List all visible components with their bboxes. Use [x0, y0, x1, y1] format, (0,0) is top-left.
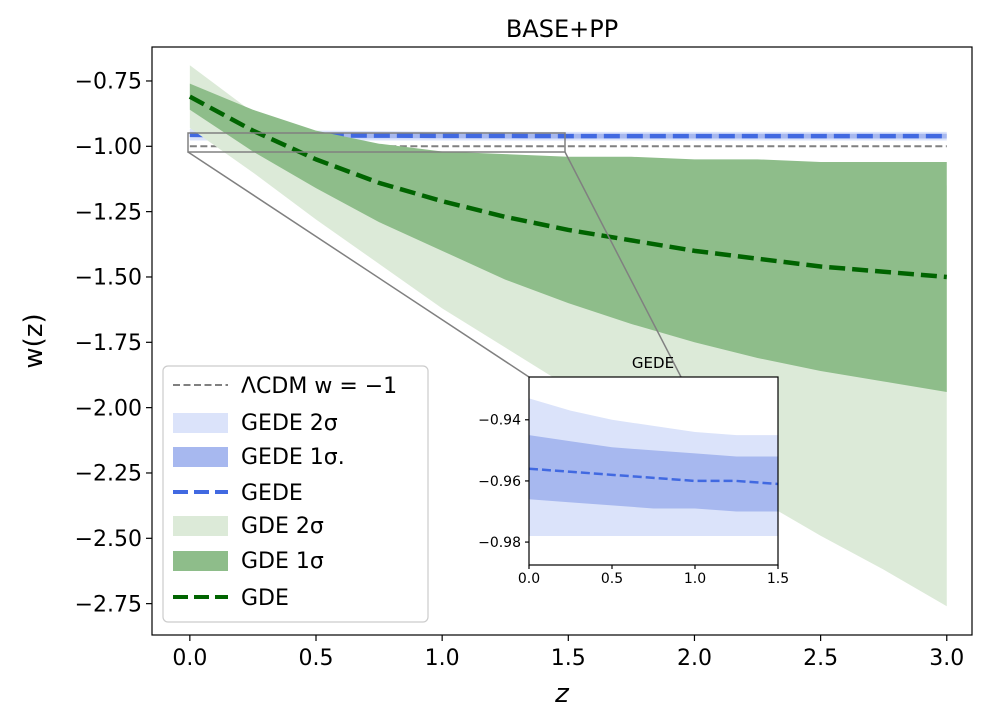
y-tick-label: −2.75: [75, 592, 142, 617]
y-tick-label: −2.00: [75, 396, 142, 421]
y-tick-label: −0.75: [75, 70, 142, 95]
zoom-region-box: [187, 132, 566, 153]
legend-label-gede-1sigma: GEDE 1σ.: [241, 445, 345, 470]
chart-title: BASE+PP: [506, 15, 618, 43]
band-gde-1: [189, 83, 947, 392]
x-tick-label: 0.0: [172, 646, 207, 671]
legend-label-gede: GEDE: [241, 481, 303, 506]
y-tick-label: −0.94: [478, 413, 521, 429]
inset-y-ticks: −0.94 −0.96 −0.98: [478, 413, 529, 551]
x-tick-label: 1.5: [767, 571, 789, 587]
legend-swatch-gede-2sigma: [173, 413, 228, 433]
y-tick-label: −1.50: [75, 266, 142, 291]
x-tick-label: 1.0: [684, 571, 706, 587]
main-y-ticks: −0.75 −1.00 −1.25 −1.50 −1.75 −2.00 −2.25 −2.50…: [75, 70, 152, 617]
x-tick-label: 0.5: [299, 646, 334, 671]
y-tick-label: −1.00: [75, 135, 142, 160]
x-tick-label: 2.0: [677, 646, 712, 671]
legend-label-gde-2sigma: GDE 2σ: [241, 514, 324, 539]
main-plot-frame: [151, 46, 973, 636]
legend-swatch-gde-1sigma: [173, 551, 228, 571]
main-x-ticks: 0.0 0.5 1.0 1.5 2.0 2.5 3.0: [172, 635, 964, 671]
legend-label-gde-1sigma: GDE 1σ: [241, 549, 324, 574]
line-gede: [529, 467, 778, 486]
x-axis-label: z: [554, 679, 570, 709]
x-tick-label: 3.0: [929, 646, 964, 671]
legend: ΛCDM w = −1 GEDE 2σ GEDE 1σ. GEDE GDE 2σ…: [162, 365, 429, 623]
y-tick-label: −0.96: [478, 474, 521, 490]
y-tick-label: −0.98: [478, 535, 521, 551]
x-tick-label: 2.5: [803, 646, 838, 671]
y-tick-label: −2.25: [75, 462, 142, 487]
legend-swatch-gde-2sigma: [173, 516, 228, 536]
legend-box: [162, 365, 429, 623]
x-tick-label: 1.5: [551, 646, 586, 671]
zoom-connector-left: [187, 151, 530, 378]
y-axis-label: w(z): [19, 313, 49, 368]
band-gede-1: [529, 435, 778, 512]
legend-swatch-gede-1sigma: [173, 447, 228, 467]
y-tick-label: −2.50: [75, 527, 142, 552]
inset-plot-area: [529, 398, 778, 536]
y-tick-label: −1.75: [75, 331, 142, 356]
legend-label-gede-2sigma: GEDE 2σ: [241, 411, 338, 436]
inset-frame: [528, 376, 779, 566]
legend-label-gde: GDE: [241, 586, 289, 611]
legend-label-lcdm: ΛCDM w = −1: [241, 374, 397, 399]
y-tick-label: −1.25: [75, 200, 142, 225]
line-gde: [188, 94, 947, 280]
inset-title: GEDE: [632, 354, 674, 372]
x-tick-label: 1.0: [425, 646, 460, 671]
x-tick-label: 0.0: [518, 571, 540, 587]
inset-x-ticks: 0.0 0.5 1.0 1.5: [518, 565, 789, 587]
x-tick-label: 0.5: [601, 571, 623, 587]
